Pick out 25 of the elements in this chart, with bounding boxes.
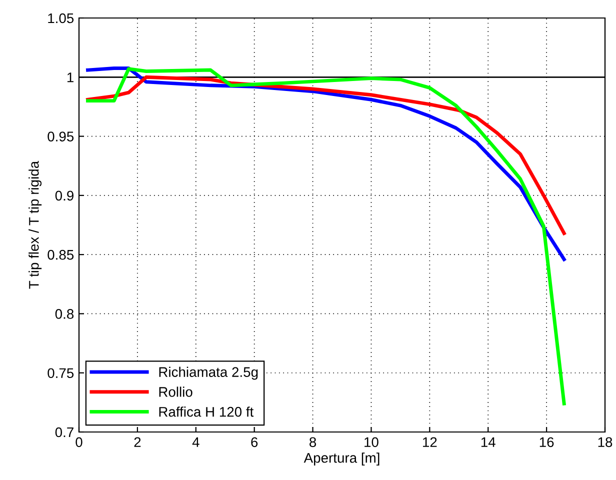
- x-tick-label: 0: [76, 437, 82, 448]
- x-tick-label: 18: [598, 437, 612, 448]
- y-tick-label: 0.95: [48, 132, 74, 142]
- y-tick-label: 0.9: [55, 190, 74, 201]
- x-tick-label: 12: [423, 437, 437, 447]
- legend-label: Rollio: [159, 386, 192, 397]
- x-tick-label: 6: [251, 437, 258, 448]
- y-tick-label: 0.7: [55, 427, 74, 438]
- legend-label: Richiamata 2.5g: [159, 366, 258, 380]
- x-tick-label: 14: [481, 437, 496, 447]
- line-series: [86, 75, 566, 236]
- y-tick-label: 0.8: [55, 309, 74, 319]
- y-tick-label: 0.85: [48, 250, 74, 260]
- x-tick-label: 2: [134, 437, 141, 447]
- y-axis-title: T tip flex / T tip rigida: [28, 160, 42, 289]
- x-tick-label: 16: [540, 437, 554, 448]
- x-tick-label: 8: [310, 437, 316, 448]
- line-series: [86, 67, 566, 406]
- x-tick-label: 10: [364, 437, 378, 448]
- y-tick-label: 1: [67, 72, 74, 82]
- legend-label: Raffica H 120 ft: [159, 406, 254, 417]
- x-tick-label: 4: [192, 437, 200, 447]
- y-tick-label: 1.05: [48, 13, 74, 24]
- y-tick-label: 0.75: [48, 368, 74, 378]
- x-axis-title: Apertura [m]: [304, 452, 380, 466]
